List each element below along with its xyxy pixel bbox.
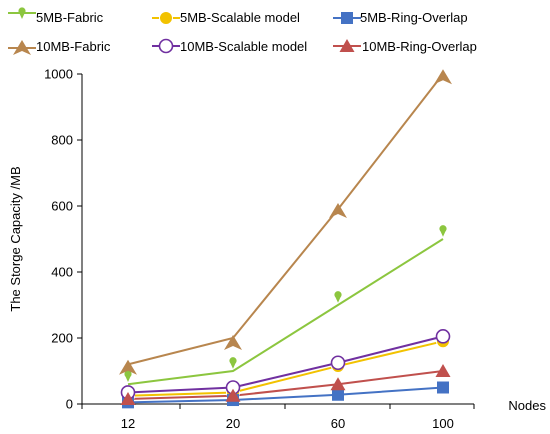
legend-label: 10MB-Scalable model	[180, 39, 307, 54]
legend-marker	[159, 11, 173, 25]
y-tick-label: 0	[66, 397, 73, 412]
series-line-5MB-Scalable model	[127, 340, 444, 397]
series-line-5MB-Ring-Overlap	[127, 386, 444, 404]
y-tick-label: 800	[51, 133, 73, 148]
x-axis-ticks: 12 20 60 100	[81, 404, 475, 431]
y-tick-label: 400	[51, 265, 73, 280]
legend-item: 10MB-Fabric	[8, 39, 111, 55]
data-point-10MB-Fabric-20	[224, 334, 242, 350]
legend-marker	[18, 7, 26, 19]
data-point-10MB-Ring-Overlap-12	[120, 392, 136, 406]
x-tick-label: 60	[331, 416, 345, 431]
legend-item: 10MB-Ring-Overlap	[333, 39, 477, 54]
data-point-10MB-Ring-Overlap-20	[225, 388, 241, 402]
series-line-10MB-Fabric	[127, 73, 444, 366]
y-tick-label: 200	[51, 331, 73, 346]
legend-label: 10MB-Fabric	[36, 39, 111, 54]
y-tick-label: 1000	[44, 67, 73, 82]
series-line-5MB-Fabric	[127, 238, 444, 386]
legend-marker	[158, 38, 174, 54]
legend-item: 5MB-Ring-Overlap	[333, 10, 468, 25]
legend-label: 5MB-Ring-Overlap	[360, 10, 468, 25]
series-line-10MB-Ring-Overlap	[127, 370, 444, 401]
data-point-5MB-Ring-Overlap-100	[437, 381, 449, 394]
data-point-5MB-Fabric-20	[229, 357, 237, 369]
series-markers	[119, 69, 452, 409]
legend-label: 5MB-Fabric	[36, 10, 104, 25]
data-point-5MB-Fabric-100	[439, 225, 447, 237]
legend-marker	[13, 40, 31, 55]
legend-label: 10MB-Ring-Overlap	[362, 39, 477, 54]
series-lines	[127, 73, 444, 404]
legend-item: 5MB-Scalable model	[152, 10, 300, 25]
x-axis-title: Nodes	[508, 398, 546, 413]
y-tick-label: 600	[51, 199, 73, 214]
data-point-10MB-Ring-Overlap-100	[435, 364, 451, 377]
x-tick-label: 20	[226, 416, 240, 431]
legend-label: 5MB-Scalable model	[180, 10, 300, 25]
data-point-10MB-Fabric-60	[329, 202, 347, 218]
data-point-10MB-Fabric-12	[119, 359, 137, 375]
data-point-5MB-Ring-Overlap-60	[332, 388, 344, 401]
data-point-10MB-Scalable model-60	[330, 355, 346, 371]
legend-item: 10MB-Scalable model	[152, 38, 307, 54]
plot-area: 0 200 400 600 800 1000 12 20 60 100	[44, 67, 475, 431]
y-axis-title: The Storge Capacity /MB	[8, 166, 23, 311]
legend: 5MB-Fabric 5MB-Scalable model 5MB-Ring-Ove…	[8, 7, 477, 55]
data-point-5MB-Fabric-12	[124, 370, 132, 382]
data-point-10MB-Scalable model-100	[435, 329, 451, 344]
y-axis-ticks: 0 200 400 600 800 1000	[44, 67, 82, 412]
data-point-10MB-Fabric-100	[434, 69, 452, 85]
data-point-10MB-Ring-Overlap-60	[330, 377, 346, 391]
x-tick-label: 100	[432, 416, 454, 431]
series-line-10MB-Scalable model	[127, 335, 444, 394]
legend-marker	[339, 39, 355, 52]
data-point-5MB-Fabric-60	[334, 291, 342, 303]
x-tick-label: 12	[121, 416, 135, 431]
legend-marker	[341, 12, 353, 24]
legend-item: 5MB-Fabric	[8, 7, 104, 25]
